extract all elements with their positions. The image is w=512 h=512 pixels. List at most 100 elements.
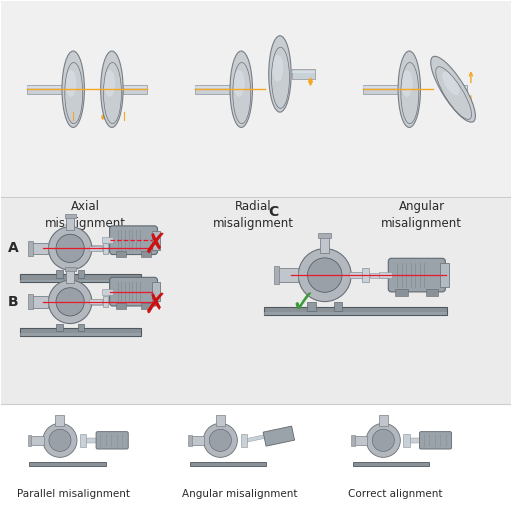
Ellipse shape [49, 429, 71, 452]
Ellipse shape [233, 70, 245, 97]
Bar [216, 415, 225, 426]
Bar [395, 289, 408, 296]
Bar [20, 274, 141, 282]
Bar [123, 84, 146, 94]
Ellipse shape [43, 423, 77, 457]
Bar [20, 333, 141, 336]
Bar [2, 198, 510, 403]
Bar [102, 243, 109, 254]
Bar [80, 434, 87, 446]
Bar [439, 263, 449, 287]
Text: ✓: ✓ [290, 289, 315, 317]
Text: A: A [8, 241, 18, 255]
Bar [67, 269, 74, 283]
Bar [363, 84, 410, 94]
Bar [354, 436, 367, 445]
Bar [463, 86, 467, 88]
Bar [20, 280, 141, 282]
Bar [195, 86, 242, 88]
Bar [78, 324, 84, 331]
Bar [78, 270, 84, 278]
Text: ✗: ✗ [143, 290, 167, 318]
Bar [55, 415, 65, 426]
Bar [30, 436, 44, 445]
Ellipse shape [209, 429, 231, 452]
Bar [27, 84, 74, 94]
Bar [90, 299, 104, 305]
FancyArrow shape [246, 434, 267, 442]
Bar [65, 267, 76, 271]
Text: C: C [269, 205, 279, 219]
Ellipse shape [49, 280, 92, 324]
Bar [65, 214, 76, 218]
Ellipse shape [56, 234, 84, 263]
Bar [28, 241, 33, 256]
Bar [410, 438, 421, 442]
Bar [141, 251, 151, 258]
Bar [278, 268, 298, 282]
Bar [349, 272, 364, 278]
Ellipse shape [62, 51, 84, 127]
Bar [102, 237, 113, 243]
Bar [353, 462, 429, 466]
Bar [89, 300, 102, 304]
FancyBboxPatch shape [96, 432, 128, 449]
FancyBboxPatch shape [110, 278, 158, 306]
Ellipse shape [101, 51, 123, 127]
Bar [27, 86, 74, 88]
Bar [190, 462, 266, 466]
FancyBboxPatch shape [110, 226, 158, 254]
Bar [191, 436, 204, 445]
Text: Parallel misalignment: Parallel misalignment [17, 489, 130, 499]
Bar [102, 289, 113, 295]
Bar [152, 230, 160, 250]
Ellipse shape [372, 429, 394, 452]
Ellipse shape [66, 70, 77, 97]
Polygon shape [263, 426, 294, 446]
Bar [241, 434, 247, 446]
Bar [349, 272, 364, 278]
Bar [116, 303, 126, 309]
Ellipse shape [308, 258, 342, 292]
Text: ✗: ✗ [143, 230, 167, 258]
Bar [89, 246, 102, 251]
Ellipse shape [269, 36, 291, 112]
Ellipse shape [272, 55, 283, 81]
Bar [307, 302, 315, 311]
Bar [2, 2, 510, 198]
Bar [378, 272, 392, 278]
Bar [32, 296, 49, 308]
Bar [56, 324, 62, 331]
FancyBboxPatch shape [419, 432, 452, 449]
Bar [67, 215, 74, 230]
Bar [403, 434, 410, 446]
Bar [188, 435, 191, 446]
Text: B: B [8, 295, 18, 309]
Text: Angular
misalignment: Angular misalignment [381, 200, 462, 230]
Ellipse shape [104, 70, 115, 97]
Bar [320, 235, 329, 252]
Bar [56, 270, 62, 278]
Bar [141, 303, 151, 309]
Text: Axial
misalignment: Axial misalignment [45, 200, 126, 230]
Bar [264, 312, 447, 315]
Ellipse shape [56, 288, 84, 316]
Bar [426, 289, 438, 296]
Bar [370, 272, 390, 278]
Bar [2, 403, 510, 510]
Bar [318, 233, 331, 238]
Ellipse shape [401, 70, 413, 97]
Bar [379, 415, 388, 426]
Text: Angular misalignment: Angular misalignment [182, 489, 297, 499]
Bar [362, 268, 369, 282]
Bar [334, 302, 342, 311]
Bar [116, 251, 126, 258]
Bar [87, 438, 98, 442]
Ellipse shape [203, 423, 238, 457]
Bar [28, 294, 33, 309]
Bar [351, 435, 355, 446]
FancyBboxPatch shape [388, 258, 445, 292]
Ellipse shape [431, 56, 476, 122]
Bar [363, 86, 410, 88]
Bar [32, 243, 49, 254]
